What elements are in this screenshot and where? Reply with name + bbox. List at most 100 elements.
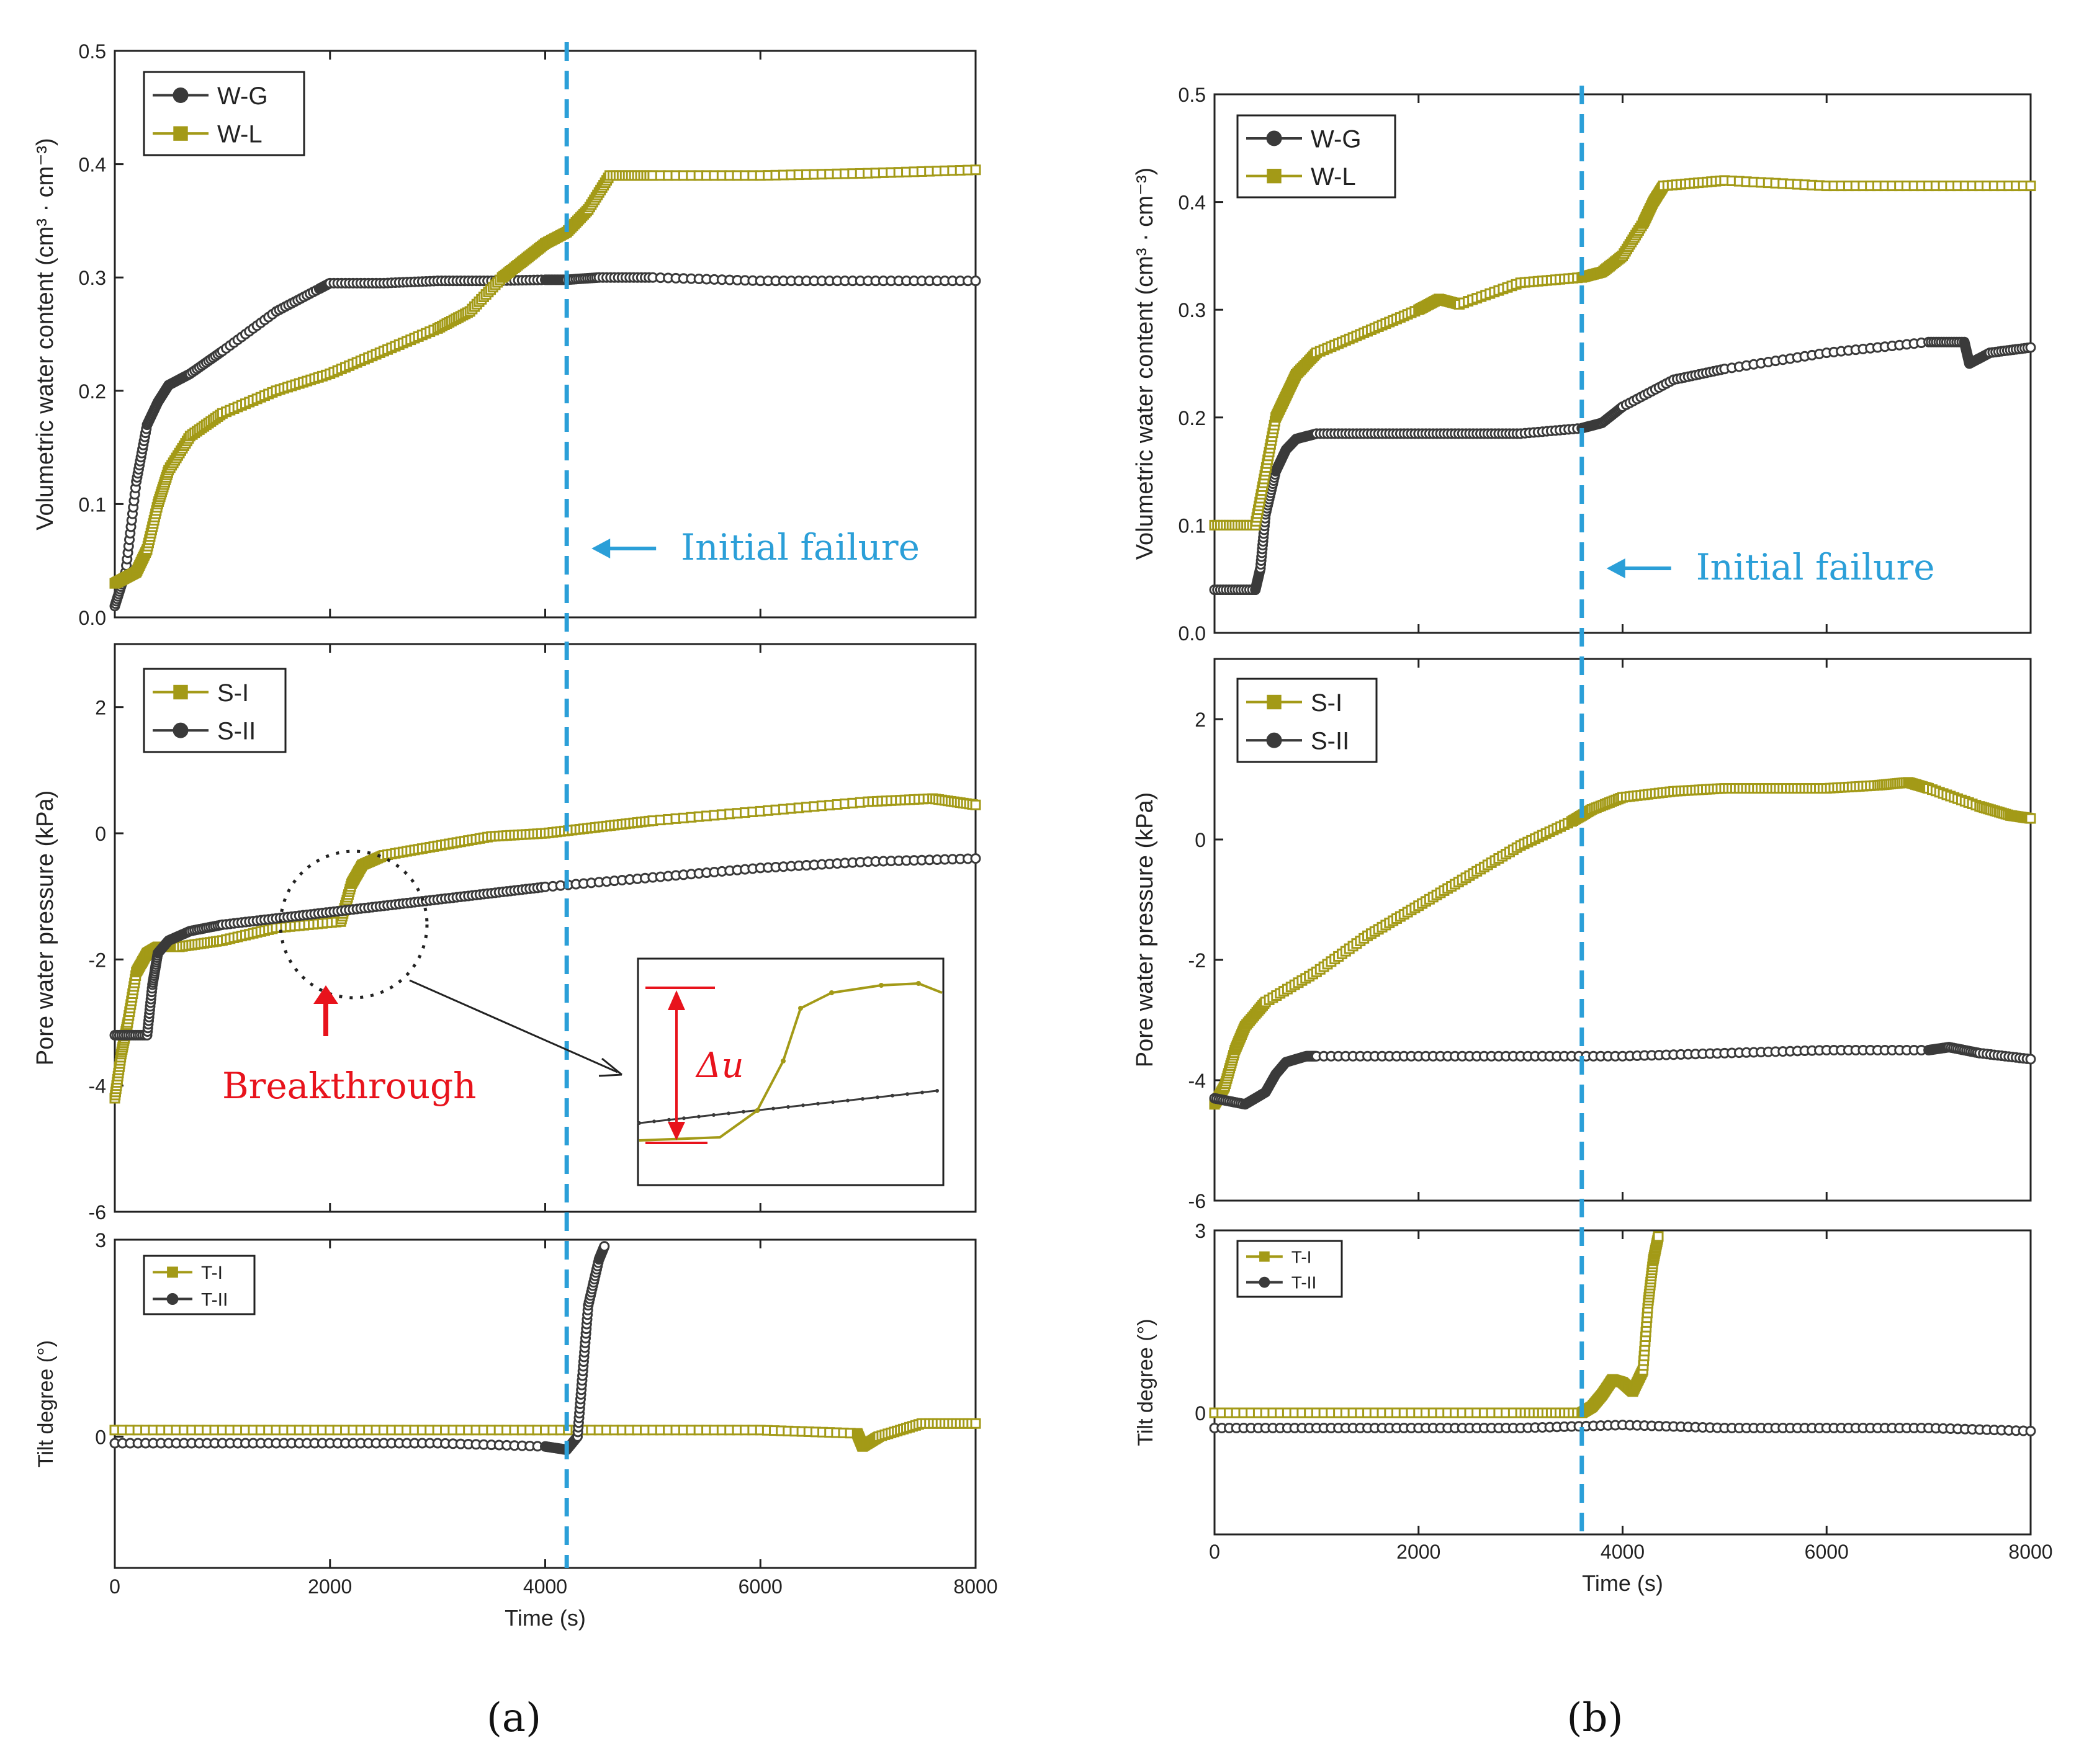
subplot-b-2: 0 3 Tilt degree (°) T-I T-II 0 2000 4000 6000 800… bbox=[1134, 1220, 2053, 1596]
legend-box bbox=[1236, 678, 1378, 763]
y-tick-label: 0 bbox=[1195, 1402, 1206, 1425]
inset-point-S-II bbox=[831, 1100, 835, 1104]
initial-failure-label: Initial failure bbox=[1696, 546, 1935, 588]
inset-point-S-II bbox=[891, 1093, 894, 1098]
legend: T-I T-II bbox=[143, 1255, 256, 1315]
inset-point-S-I bbox=[798, 1006, 803, 1011]
legend-label-W-L: W-L bbox=[1311, 163, 1356, 190]
legend-marker-S-II bbox=[173, 722, 189, 738]
y-tick-label: -2 bbox=[1188, 949, 1206, 972]
legend-box bbox=[1236, 114, 1396, 199]
data-point-T-I bbox=[970, 1418, 981, 1429]
series-S-II bbox=[109, 853, 981, 1041]
data-point-W-G bbox=[2025, 342, 2036, 353]
y-tick-label: -4 bbox=[1188, 1070, 1206, 1092]
breakthrough-circle bbox=[279, 849, 429, 1000]
subplot-a-1: -6 -4 -2 0 2 Pore water pressure (kPa) S-I S-II bbox=[32, 643, 981, 1224]
y-axis-label: Tilt degree (°) bbox=[1134, 1319, 1157, 1446]
x-tick-label: 2000 bbox=[308, 1575, 352, 1598]
y-tick-label: 0.1 bbox=[1179, 514, 1206, 537]
x-axis-label: Time (s) bbox=[1582, 1570, 1663, 1596]
x-tick-label: 6000 bbox=[1805, 1541, 1849, 1563]
caption-b: (b) bbox=[1567, 1695, 1624, 1741]
legend: S-I S-II bbox=[1236, 678, 1378, 763]
y-tick-label: 0.4 bbox=[1179, 192, 1206, 214]
subplot-a-0: 0.0 0.1 0.2 0.3 0.4 0.5 Volumetric water conte… bbox=[32, 40, 981, 629]
series-W-L bbox=[1209, 175, 2036, 531]
inset-pointer bbox=[409, 979, 618, 1073]
inset-pointer-head bbox=[598, 1057, 622, 1077]
legend: S-I S-II bbox=[143, 668, 287, 753]
x-tick-label: 4000 bbox=[1601, 1541, 1645, 1563]
inset-frame bbox=[637, 957, 945, 1186]
y-tick-label: 0.0 bbox=[79, 607, 106, 629]
inset-point-S-I bbox=[916, 981, 921, 986]
legend-label-S-I: S-I bbox=[217, 679, 249, 707]
inset-point-S-II bbox=[742, 1109, 745, 1114]
delta-u-arrowhead-down bbox=[668, 1122, 685, 1140]
inset-point-S-II bbox=[801, 1103, 805, 1108]
inset-point-S-I bbox=[879, 983, 884, 988]
y-tick-label: 0.2 bbox=[1179, 407, 1206, 429]
data-point-T-I bbox=[1653, 1231, 1664, 1242]
series-T-I bbox=[1209, 1231, 1664, 1418]
delta-u-label: Δu bbox=[695, 1045, 744, 1086]
inset-point-S-II bbox=[816, 1101, 820, 1106]
y-tick-label: 0 bbox=[95, 1426, 106, 1448]
y-tick-label: 0 bbox=[95, 823, 106, 845]
legend-marker-S-II bbox=[1266, 732, 1282, 748]
legend-marker-T-II bbox=[166, 1293, 179, 1305]
legend-marker-T-I bbox=[1259, 1251, 1270, 1262]
series-W-G bbox=[1209, 336, 2036, 596]
legend-label-W-G: W-G bbox=[217, 83, 267, 110]
inset-point-S-I bbox=[781, 1059, 786, 1063]
inset-point-S-II bbox=[637, 1121, 641, 1125]
legend-marker-T-II bbox=[1259, 1276, 1270, 1288]
inset-point-S-I bbox=[829, 990, 834, 995]
y-tick-label: 2 bbox=[95, 697, 106, 719]
series-T-II bbox=[1209, 1420, 2036, 1436]
inset-point-S-II bbox=[727, 1111, 730, 1116]
y-tick-label: 3 bbox=[1195, 1220, 1206, 1242]
data-point-W-L bbox=[2025, 181, 2036, 192]
data-point-T-II bbox=[2025, 1425, 2036, 1436]
legend: T-I T-II bbox=[1236, 1240, 1343, 1298]
y-tick-label: 0.1 bbox=[79, 493, 106, 516]
legend-box bbox=[143, 668, 287, 753]
inset-point-S-II bbox=[682, 1116, 686, 1121]
data-point-W-L bbox=[970, 164, 981, 176]
inset-point-S-II bbox=[652, 1119, 656, 1124]
y-tick-label: 0.2 bbox=[79, 380, 106, 403]
legend-marker-W-L bbox=[1267, 168, 1282, 184]
y-axis-label: Volumetric water content (cm³ · cm⁻³) bbox=[1132, 168, 1158, 560]
series-W-G bbox=[109, 272, 981, 612]
y-tick-label: 2 bbox=[1195, 709, 1206, 731]
series-T-II bbox=[109, 1241, 610, 1456]
x-tick-label: 0 bbox=[109, 1575, 120, 1598]
series-W-L bbox=[109, 164, 981, 589]
y-tick-label: -6 bbox=[1188, 1190, 1206, 1212]
x-tick-label: 4000 bbox=[523, 1575, 567, 1598]
initial-failure-arrowhead bbox=[1606, 558, 1625, 578]
x-tick-label: 2000 bbox=[1396, 1541, 1440, 1563]
legend-marker-W-G bbox=[173, 87, 189, 104]
inset-point-S-II bbox=[697, 1114, 701, 1119]
legend-label-S-II: S-II bbox=[217, 718, 256, 745]
series-line-W-L bbox=[1215, 179, 2031, 527]
legend-label-W-G: W-G bbox=[1311, 125, 1361, 153]
inset-point-S-II bbox=[935, 1089, 939, 1093]
legend-box bbox=[143, 71, 305, 156]
legend-marker-W-G bbox=[1266, 130, 1282, 146]
data-point-S-I bbox=[2025, 813, 2036, 824]
legend-label-T-II: T-II bbox=[201, 1289, 228, 1310]
y-axis-label: Pore water pressure (kPa) bbox=[32, 790, 58, 1066]
legend-label-S-II: S-II bbox=[1311, 728, 1349, 755]
delta-u-arrowhead-up bbox=[668, 990, 685, 1010]
data-point-T-II bbox=[599, 1241, 610, 1252]
series-S-I bbox=[1209, 777, 2036, 1110]
data-point-S-II bbox=[970, 853, 981, 864]
x-tick-label: 0 bbox=[1209, 1541, 1220, 1563]
legend-label-T-II: T-II bbox=[1291, 1273, 1316, 1292]
legend-label-T-I: T-I bbox=[1291, 1247, 1312, 1266]
